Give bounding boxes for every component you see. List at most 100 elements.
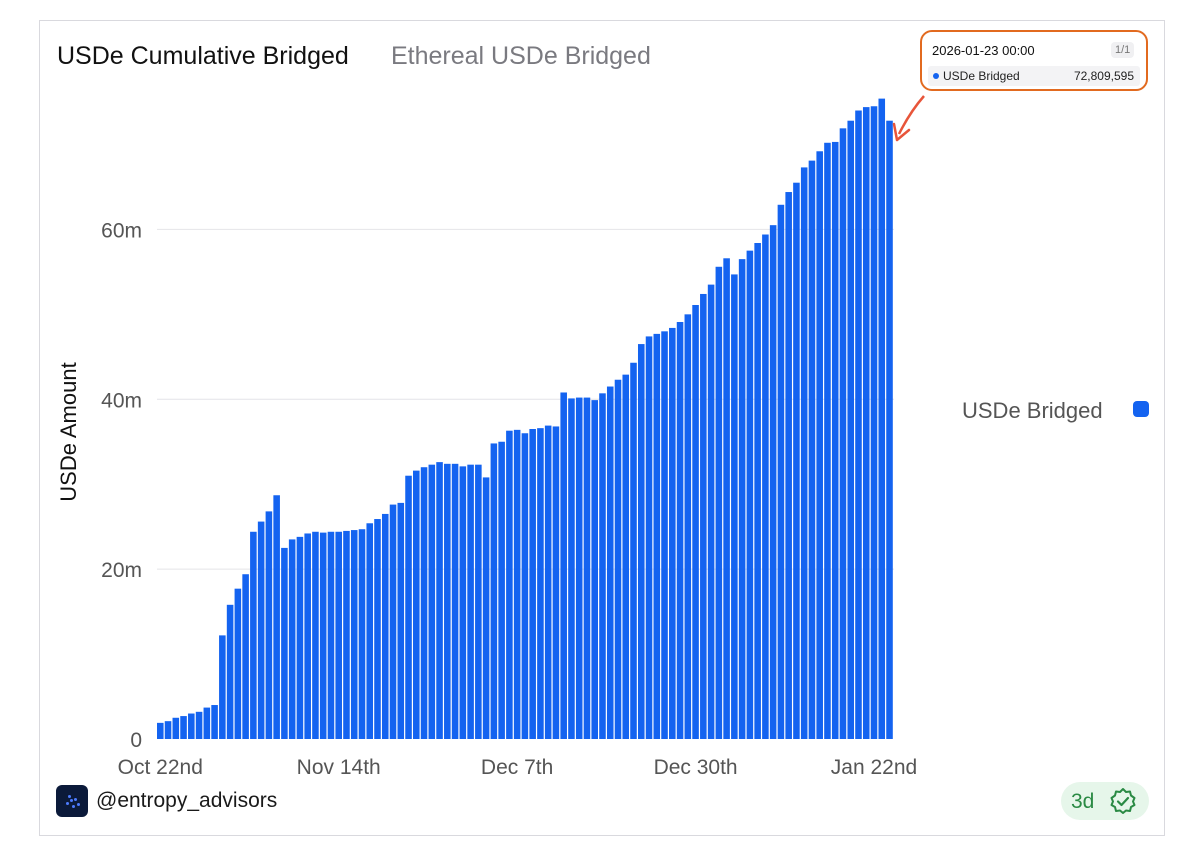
bar[interactable] [513,429,521,739]
bar[interactable] [180,716,187,739]
bar[interactable] [831,141,839,739]
bar[interactable] [785,192,792,740]
bar[interactable] [490,443,498,739]
bar[interactable] [762,234,769,739]
bar[interactable] [637,344,645,739]
bar[interactable] [389,504,397,739]
bar[interactable] [731,274,738,739]
bar[interactable] [343,530,350,739]
bar[interactable] [645,336,653,739]
bar[interactable] [405,475,412,739]
bar[interactable] [436,462,443,739]
bar[interactable] [653,333,661,739]
bar[interactable] [537,428,544,739]
bar[interactable] [544,425,552,739]
bar[interactable] [257,521,265,739]
bar[interactable] [304,533,311,739]
entropy-logo-icon[interactable] [56,785,88,817]
bar[interactable] [599,393,606,739]
bar[interactable] [808,160,816,739]
bar[interactable] [319,532,327,739]
bar[interactable] [250,531,257,739]
bar[interactable] [614,379,622,739]
bar[interactable] [700,293,707,739]
bar[interactable] [195,711,203,739]
bar[interactable] [281,547,288,739]
bar[interactable] [475,464,482,739]
bar[interactable] [878,98,886,740]
bar[interactable] [692,305,699,739]
bar[interactable] [211,705,218,739]
bar[interactable] [606,386,614,739]
bar[interactable] [374,519,381,739]
bar[interactable] [661,331,668,739]
bar[interactable] [498,441,505,739]
bar[interactable] [381,513,389,739]
bar[interactable] [800,167,808,739]
bar[interactable] [839,128,847,740]
bar[interactable] [676,321,684,739]
bar[interactable] [793,182,800,739]
bar[interactable] [188,713,195,739]
bar[interactable] [777,204,785,739]
bar[interactable] [397,502,405,739]
bar[interactable] [366,523,374,739]
bar[interactable] [746,250,754,739]
bar[interactable] [521,433,529,739]
author-handle[interactable]: @entropy_advisors [96,789,278,812]
bar[interactable] [575,397,583,739]
bar[interactable] [172,717,180,739]
legend-label[interactable]: USDe Bridged [962,398,1103,423]
bar[interactable] [816,151,823,739]
refresh-badge[interactable]: 3d [1061,782,1149,820]
bar[interactable] [847,120,855,739]
bar[interactable] [669,327,676,739]
bar[interactable] [234,588,242,739]
bar[interactable] [288,539,296,739]
bar[interactable] [335,531,342,739]
bar[interactable] [862,107,870,740]
bar[interactable] [583,397,591,739]
bar[interactable] [203,707,211,739]
bar[interactable] [444,463,451,739]
bar[interactable] [560,392,567,739]
bar[interactable] [226,604,234,739]
bar[interactable] [358,529,366,739]
bar[interactable] [529,429,536,739]
bar[interactable] [684,314,692,739]
bar[interactable] [622,374,630,739]
bar[interactable] [157,722,164,739]
bar[interactable] [886,120,893,739]
bar[interactable] [428,464,436,739]
bar[interactable] [568,398,575,739]
bar[interactable] [707,284,715,739]
bar[interactable] [420,467,428,739]
bar[interactable] [164,721,172,739]
bar[interactable] [242,574,249,739]
bar[interactable] [715,266,723,739]
bar[interactable] [482,477,490,739]
bar[interactable] [824,142,831,739]
bar[interactable] [327,531,335,739]
bar[interactable] [467,464,474,739]
bar[interactable] [265,511,273,739]
bar[interactable] [459,466,467,739]
bar[interactable] [630,362,637,739]
bar[interactable] [413,470,420,739]
bar[interactable] [552,426,560,739]
bar[interactable] [769,225,777,739]
bar[interactable] [296,536,304,739]
bar[interactable] [754,243,761,739]
bar[interactable] [350,530,358,739]
bar[interactable] [451,463,459,739]
bar[interactable] [506,430,513,739]
bar[interactable] [273,495,280,739]
bar[interactable] [855,110,862,739]
bar[interactable] [723,258,730,739]
bar[interactable] [591,400,598,739]
bar[interactable] [738,259,746,739]
bar[interactable] [219,635,226,739]
bar[interactable] [870,106,878,739]
bar[interactable] [312,531,319,739]
